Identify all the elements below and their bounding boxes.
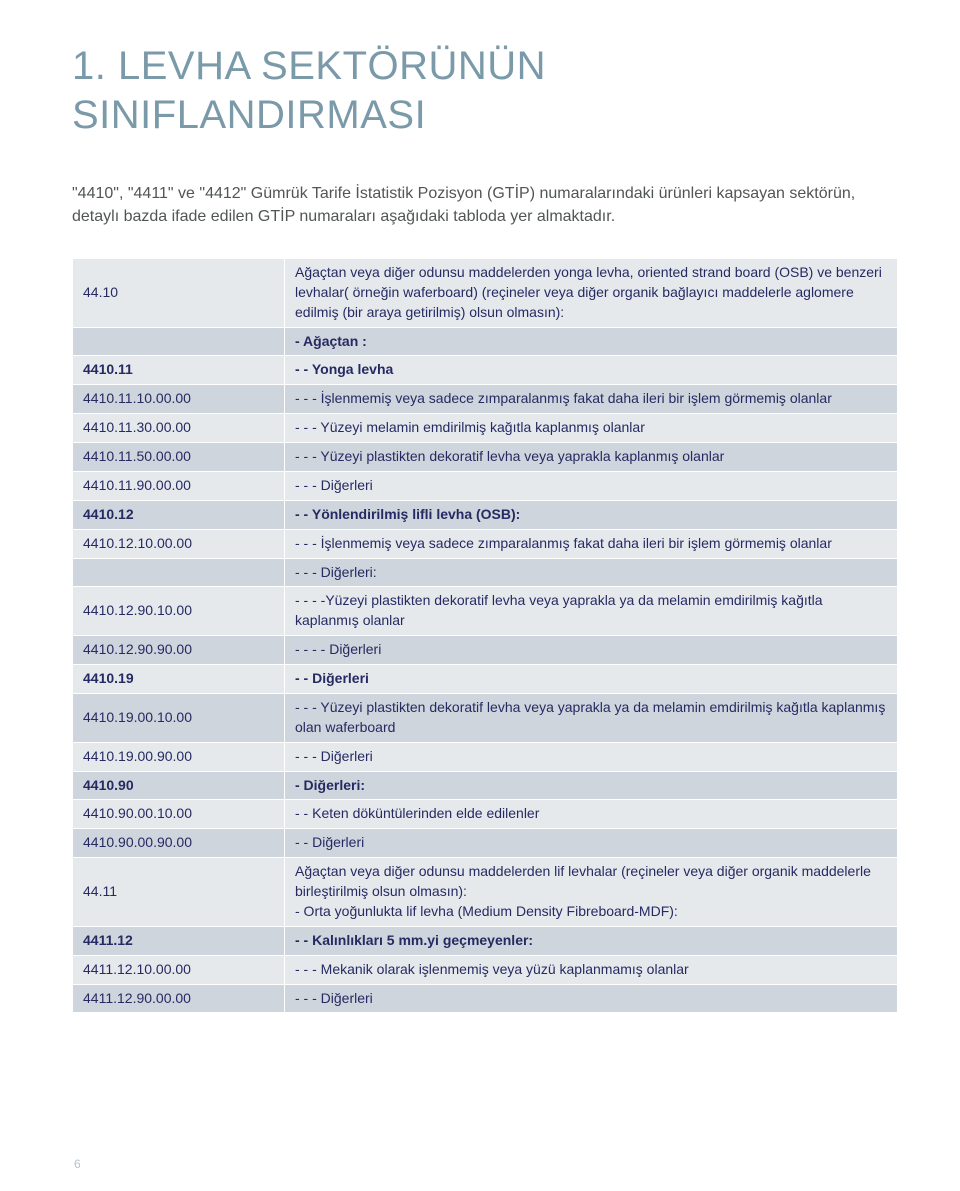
gtip-code: 4411.12.90.00.00 bbox=[73, 984, 285, 1013]
gtip-description: - Diğerleri: bbox=[285, 771, 898, 800]
gtip-code: 4410.11.30.00.00 bbox=[73, 414, 285, 443]
gtip-description: - - Yonga levha bbox=[285, 356, 898, 385]
table-row: 4410.90 - Diğerleri: bbox=[73, 771, 898, 800]
table-row: - - - Diğerleri: bbox=[73, 558, 898, 587]
gtip-code: 44.10 bbox=[73, 258, 285, 327]
table-row: 4411.12.90.00.00 - - - Diğerleri bbox=[73, 984, 898, 1013]
gtip-code bbox=[73, 327, 285, 356]
gtip-description: Ağaçtan veya diğer odunsu maddelerden li… bbox=[285, 858, 898, 927]
table-row: 4410.12.90.10.00 - - - -Yüzeyi plastikte… bbox=[73, 587, 898, 636]
gtip-description: - - Keten döküntülerinden elde edilenler bbox=[285, 800, 898, 829]
gtip-description: - - - -Yüzeyi plastikten dekoratif levha… bbox=[285, 587, 898, 636]
table-row: 44.10 Ağaçtan veya diğer odunsu maddeler… bbox=[73, 258, 898, 327]
table-row: 4410.12.90.90.00 - - - - Diğerleri bbox=[73, 636, 898, 665]
gtip-description: - - - - Diğerleri bbox=[285, 636, 898, 665]
gtip-code: 4410.11 bbox=[73, 356, 285, 385]
gtip-code: 4410.19.00.90.00 bbox=[73, 742, 285, 771]
gtip-code: 4410.11.10.00.00 bbox=[73, 385, 285, 414]
gtip-description: - - - Mekanik olarak işlenmemiş veya yüz… bbox=[285, 955, 898, 984]
gtip-description: - - - Yüzeyi plastikten dekoratif levha … bbox=[285, 693, 898, 742]
table-row: 4411.12.10.00.00 - - - Mekanik olarak iş… bbox=[73, 955, 898, 984]
gtip-description: - - - İşlenmemiş veya sadece zımparalanm… bbox=[285, 529, 898, 558]
gtip-table: 44.10 Ağaçtan veya diğer odunsu maddeler… bbox=[72, 258, 898, 1014]
gtip-description: - Ağaçtan : bbox=[285, 327, 898, 356]
gtip-description: - - - Diğerleri: bbox=[285, 558, 898, 587]
table-row: 44.11Ağaçtan veya diğer odunsu maddelerd… bbox=[73, 858, 898, 927]
gtip-description: - - Yönlendirilmiş lifli levha (OSB): bbox=[285, 500, 898, 529]
gtip-description: - - Diğerleri bbox=[285, 829, 898, 858]
gtip-description: Ağaçtan veya diğer odunsu maddelerden yo… bbox=[285, 258, 898, 327]
intro-paragraph: "4410", "4411" ve "4412" Gümrük Tarife İ… bbox=[72, 182, 892, 228]
gtip-code: 4410.19.00.10.00 bbox=[73, 693, 285, 742]
table-row: 4410.11 - - Yonga levha bbox=[73, 356, 898, 385]
gtip-code: 4410.90.00.90.00 bbox=[73, 829, 285, 858]
gtip-description: - - - Yüzeyi melamin emdirilmiş kağıtla … bbox=[285, 414, 898, 443]
gtip-description: - - - İşlenmemiş veya sadece zımparalanm… bbox=[285, 385, 898, 414]
gtip-code: 4410.19 bbox=[73, 665, 285, 694]
gtip-code: 4411.12 bbox=[73, 926, 285, 955]
table-row: 4410.12.10.00.00 - - - İşlenmemiş veya s… bbox=[73, 529, 898, 558]
page-number: 6 bbox=[74, 1157, 81, 1171]
gtip-description: - - - Diğerleri bbox=[285, 984, 898, 1013]
gtip-code: 4410.11.50.00.00 bbox=[73, 443, 285, 472]
table-row: 4410.11.50.00.00 - - - Yüzeyi plastikten… bbox=[73, 443, 898, 472]
gtip-code: 4411.12.10.00.00 bbox=[73, 955, 285, 984]
gtip-code: 4410.12 bbox=[73, 500, 285, 529]
table-row: 4410.11.10.00.00 - - - İşlenmemiş veya s… bbox=[73, 385, 898, 414]
table-row: 4410.11.90.00.00 - - - Diğerleri bbox=[73, 471, 898, 500]
gtip-code: 4410.12.90.90.00 bbox=[73, 636, 285, 665]
page-heading: 1. LEVHA SEKTÖRÜNÜN SINIFLANDIRMASI bbox=[72, 42, 898, 140]
gtip-code bbox=[73, 558, 285, 587]
gtip-description: - - Kalınlıkları 5 mm.yi geçmeyenler: bbox=[285, 926, 898, 955]
gtip-description: - - - Diğerleri bbox=[285, 742, 898, 771]
gtip-description: - - Diğerleri bbox=[285, 665, 898, 694]
table-row: 4410.19 - - Diğerleri bbox=[73, 665, 898, 694]
table-row: 4410.90.00.10.00 - - Keten döküntülerind… bbox=[73, 800, 898, 829]
gtip-code: 4410.12.10.00.00 bbox=[73, 529, 285, 558]
table-row: 4410.19.00.10.00 - - - Yüzeyi plastikten… bbox=[73, 693, 898, 742]
gtip-description: - - - Yüzeyi plastikten dekoratif levha … bbox=[285, 443, 898, 472]
gtip-code: 44.11 bbox=[73, 858, 285, 927]
gtip-code: 4410.90.00.10.00 bbox=[73, 800, 285, 829]
gtip-description: - - - Diğerleri bbox=[285, 471, 898, 500]
gtip-code: 4410.12.90.10.00 bbox=[73, 587, 285, 636]
table-row: 4410.90.00.90.00 - - Diğerleri bbox=[73, 829, 898, 858]
gtip-code: 4410.90 bbox=[73, 771, 285, 800]
table-row: 4410.12 - - Yönlendirilmiş lifli levha (… bbox=[73, 500, 898, 529]
table-row: 4411.12 - - Kalınlıkları 5 mm.yi geçmeye… bbox=[73, 926, 898, 955]
table-row: 4410.19.00.90.00 - - - Diğerleri bbox=[73, 742, 898, 771]
table-row: - Ağaçtan : bbox=[73, 327, 898, 356]
table-row: 4410.11.30.00.00 - - - Yüzeyi melamin em… bbox=[73, 414, 898, 443]
gtip-code: 4410.11.90.00.00 bbox=[73, 471, 285, 500]
